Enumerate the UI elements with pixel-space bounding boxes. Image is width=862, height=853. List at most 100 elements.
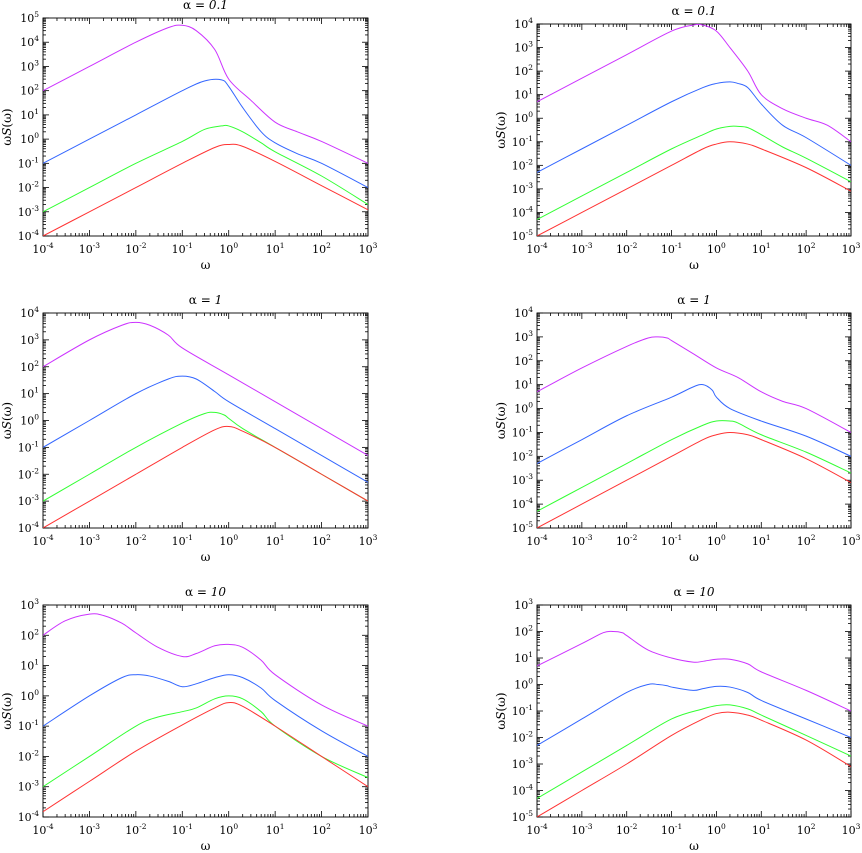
- y-tick-label: 10-3: [18, 493, 40, 508]
- series-line-1: [537, 630, 851, 712]
- y-tick-label: 105: [20, 10, 39, 25]
- series-line-3: [537, 125, 851, 220]
- chart-title: α = 1: [677, 293, 710, 307]
- y-axis-label: ωS(ω): [494, 692, 508, 729]
- x-tick-label: 10-2: [616, 822, 638, 837]
- series-line-2: [537, 81, 851, 173]
- series-line-3: [43, 411, 368, 502]
- y-tick-label: 10-1: [18, 718, 39, 733]
- y-tick-label: 10-4: [18, 520, 40, 535]
- x-tick-label: 101: [752, 533, 771, 548]
- y-tick-label: 10-3: [18, 204, 40, 219]
- chart-panel-6: α = 10 10-4 10-3 10-2 10-1 100 101 102 103 10-5 10…: [494, 585, 861, 853]
- y-tick-label: 10-1: [18, 155, 39, 170]
- series-line-4: [537, 711, 851, 817]
- x-tick-label: 100: [707, 241, 726, 256]
- y-tick-label: 10-3: [512, 181, 534, 196]
- series-line-2: [43, 78, 368, 189]
- y-tick-label: 103: [514, 329, 533, 344]
- y-tick-label: 10-1: [512, 424, 533, 439]
- x-tick-label: 10-1: [172, 533, 193, 548]
- x-tick-label: 103: [359, 241, 378, 256]
- x-tick-label: 102: [312, 241, 331, 256]
- series-line-4: [43, 702, 368, 813]
- y-tick-label: 100: [20, 688, 39, 703]
- series-line-4: [537, 431, 851, 528]
- y-tick-label: 102: [20, 627, 39, 642]
- y-tick-label: 103: [514, 40, 533, 55]
- chart-panel-5: α = 10 10-4 10-3 10-2 10-1 100 101 102 103 10-4 10…: [0, 585, 378, 853]
- series-line-1: [537, 336, 851, 433]
- y-axis-label: ωS(ω): [494, 111, 508, 148]
- x-axis-label: ω: [201, 839, 211, 853]
- x-tick-label: 103: [359, 822, 378, 837]
- x-tick-label: 100: [707, 822, 726, 837]
- y-tick-label: 10-1: [512, 134, 533, 149]
- x-tick-label: 102: [797, 241, 816, 256]
- x-tick-label: 103: [842, 822, 861, 837]
- x-tick-label: 102: [797, 822, 816, 837]
- x-tick-label: 10-2: [616, 241, 638, 256]
- x-tick-label: 10-4: [32, 533, 54, 548]
- x-tick-label: 10-3: [79, 533, 101, 548]
- plot-frame: [536, 312, 852, 529]
- y-tick-label: 101: [20, 107, 39, 122]
- y-tick-label: 104: [514, 305, 533, 320]
- x-tick-label: 101: [266, 533, 285, 548]
- x-tick-label: 101: [266, 822, 285, 837]
- x-tick-label: 10-4: [526, 241, 548, 256]
- x-tick-label: 10-4: [526, 822, 548, 837]
- y-tick-label: 104: [20, 305, 39, 320]
- x-tick-label: 10-1: [661, 533, 682, 548]
- x-tick-label: 10-1: [172, 822, 193, 837]
- y-tick-label: 10-3: [512, 756, 534, 771]
- y-tick-label: 10-5: [512, 520, 534, 535]
- x-tick-label: 10-1: [661, 241, 682, 256]
- plot-frame: [536, 23, 852, 237]
- y-axis-label: ωS(ω): [0, 108, 14, 145]
- x-tick-label: 101: [752, 822, 771, 837]
- y-tick-label: 100: [20, 413, 39, 428]
- x-tick-label: 10-2: [125, 822, 147, 837]
- y-tick-label: 104: [514, 16, 533, 31]
- x-axis-label: ω: [689, 839, 699, 853]
- y-tick-label: 102: [514, 63, 533, 78]
- y-tick-label: 104: [20, 34, 39, 49]
- x-tick-label: 102: [312, 822, 331, 837]
- y-tick-label: 10-2: [512, 448, 534, 463]
- y-tick-label: 101: [514, 650, 533, 665]
- series-line-2: [537, 384, 851, 464]
- x-axis-label: ω: [689, 550, 699, 564]
- chart-title: α = 10: [673, 585, 714, 599]
- y-tick-label: 103: [514, 597, 533, 612]
- y-axis-label: ωS(ω): [0, 402, 14, 439]
- x-tick-label: 102: [797, 533, 816, 548]
- plot-frame: [42, 604, 369, 818]
- y-tick-label: 10-3: [512, 472, 534, 487]
- chart-panel-4: α = 110-4 10-3 10-2 10-1 100 101 102 10310-510-…: [494, 293, 861, 564]
- x-tick-label: 10-3: [571, 241, 593, 256]
- y-tick-label: 10-2: [512, 157, 534, 172]
- y-tick-label: 10-3: [18, 779, 40, 794]
- chart-title: α = 0.1: [672, 4, 717, 18]
- chart-title: α = 1: [189, 293, 222, 307]
- series-line-3: [43, 124, 368, 213]
- series-line-2: [43, 375, 368, 483]
- y-tick-label: 10-5: [512, 228, 534, 243]
- x-tick-label: 10-1: [661, 822, 682, 837]
- y-tick-label: 101: [514, 377, 533, 392]
- series-line-4: [43, 425, 368, 528]
- x-tick-label: 10-3: [571, 533, 593, 548]
- chart-panel-2: α = 0.110-4 10-3 10-2 10-1 100 101 102 10310-51…: [494, 4, 861, 272]
- series-line-1: [43, 321, 368, 456]
- chart-panel-1: α = 0.1 10-4 10-3 10-2 10-1 100 101 102 103 10-4 1…: [0, 0, 378, 272]
- y-tick-label: 10-2: [512, 730, 534, 745]
- series-line-2: [43, 674, 368, 757]
- x-axis-label: ω: [201, 258, 211, 272]
- x-tick-label: 10-2: [125, 241, 147, 256]
- x-tick-label: 103: [842, 533, 861, 548]
- y-tick-label: 10-5: [512, 809, 534, 824]
- y-tick-label: 10-4: [512, 496, 534, 511]
- y-tick-label: 103: [20, 332, 39, 347]
